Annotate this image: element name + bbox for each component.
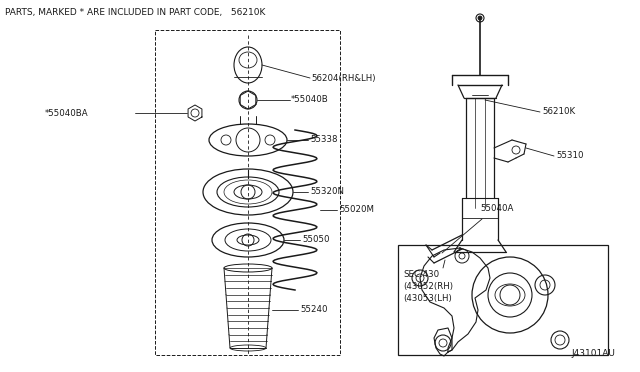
Text: J43101AU: J43101AU	[571, 349, 615, 358]
Text: 56210K: 56210K	[542, 108, 575, 116]
Text: (43053(LH): (43053(LH)	[403, 294, 452, 303]
Text: 55338: 55338	[310, 135, 337, 144]
Text: *55040BA: *55040BA	[44, 109, 88, 118]
Bar	[155, 30, 340, 355]
Text: 55040A: 55040A	[480, 204, 513, 213]
Text: 55320N: 55320N	[310, 187, 344, 196]
Text: 55240: 55240	[300, 305, 328, 314]
Text: SEC.430: SEC.430	[403, 270, 439, 279]
Text: 56204(RH&LH): 56204(RH&LH)	[311, 74, 376, 83]
Text: *55040B: *55040B	[291, 96, 329, 105]
Text: 55020M: 55020M	[339, 205, 374, 215]
Circle shape	[478, 16, 482, 20]
Text: PARTS, MARKED * ARE INCLUDED IN PART CODE,   56210K: PARTS, MARKED * ARE INCLUDED IN PART COD…	[5, 8, 266, 17]
Bar	[398, 245, 608, 355]
Text: 55310: 55310	[556, 151, 584, 160]
Text: 55050: 55050	[302, 235, 330, 244]
Text: (43052(RH): (43052(RH)	[403, 282, 453, 291]
